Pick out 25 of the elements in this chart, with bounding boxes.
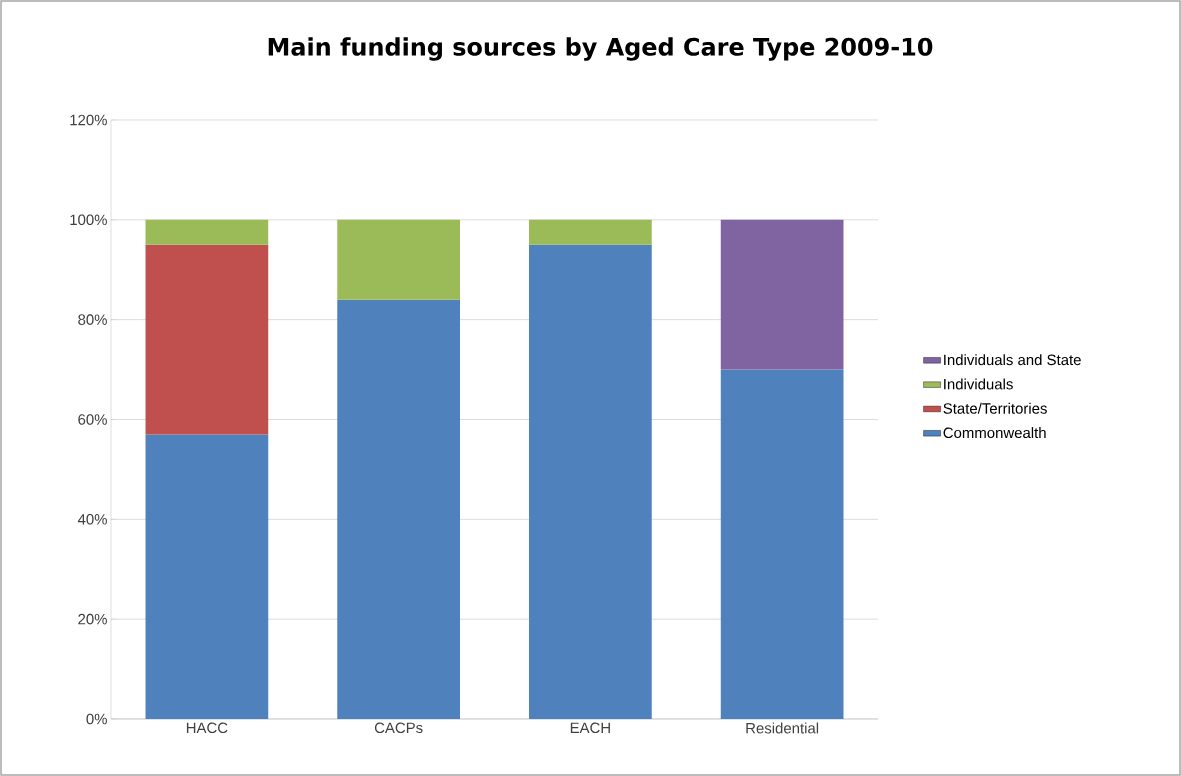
legend-label: Individuals (944, 378, 1013, 390)
bar (145, 434, 269, 719)
bar (720, 369, 844, 719)
y-tick-label: 0% (86, 713, 107, 725)
bar (529, 244, 652, 719)
y-tick-label: 100% (70, 214, 107, 226)
y-tick-label: 40% (77, 514, 107, 525)
legend-label: Individuals and State (944, 354, 1081, 366)
legend-label: State/Territories (943, 402, 1047, 414)
x-tick-label: HACC (186, 722, 228, 734)
x-tick-label: Residential (746, 722, 819, 734)
y-tick-label: 20% (78, 613, 107, 625)
bar (337, 219, 460, 300)
y-tick-label: 120% (70, 114, 107, 126)
chart-title: Main funding sources by Aged Care Type 2009-10 (268, 37, 933, 61)
bar (337, 299, 460, 719)
bar (145, 244, 269, 435)
bar (529, 219, 652, 245)
bar (720, 219, 844, 370)
legend-label: Commonwealth (943, 427, 1046, 439)
bar (145, 219, 269, 245)
x-tick-label: CACPs (374, 722, 423, 734)
x-tick-label: EACH (570, 722, 610, 734)
y-tick-label: 80% (78, 314, 107, 325)
y-tick-label: 60% (78, 414, 107, 425)
